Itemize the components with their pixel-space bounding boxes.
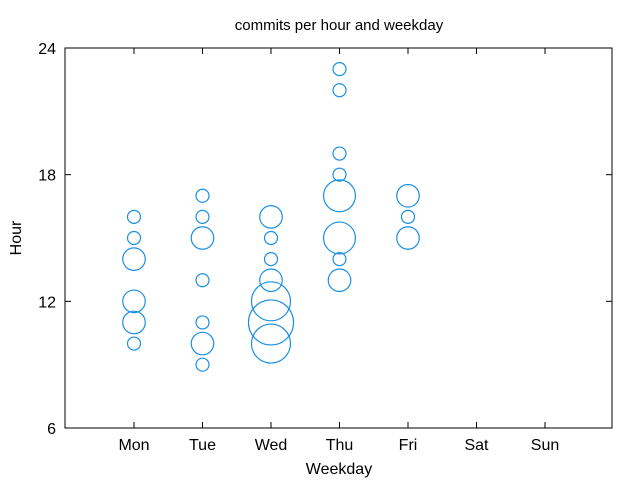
- bubble-point: [122, 289, 146, 314]
- x-tick-label: Thu: [326, 437, 354, 454]
- bubble-point: [259, 268, 283, 293]
- bubble-point: [332, 62, 347, 77]
- x-tick-label: Wed: [255, 437, 288, 454]
- bubble-point: [263, 252, 279, 267]
- bubble-point: [195, 315, 210, 330]
- bubble-point: [126, 230, 142, 246]
- bubble-point: [126, 209, 142, 224]
- x-tick-label: Tue: [189, 437, 216, 454]
- y-axis: 6 12 18 24: [38, 41, 612, 438]
- bubble-point: [122, 310, 146, 335]
- bubble-point: [250, 281, 292, 322]
- bubble-point: [190, 226, 215, 250]
- x-tick-label: Mon: [118, 437, 149, 454]
- bubble-point: [259, 205, 283, 229]
- chart-title: commits per hour and weekday: [235, 17, 444, 34]
- bubble-point: [327, 268, 352, 293]
- bubbles: [122, 62, 420, 372]
- x-axis-label: Weekday: [306, 461, 372, 478]
- bubble-point: [190, 331, 215, 356]
- bubble-point: [195, 188, 210, 203]
- y-tick-label: 12: [38, 294, 56, 311]
- bubble-point: [195, 273, 210, 288]
- bubble-point: [400, 209, 416, 224]
- y-tick-label: 6: [47, 421, 56, 438]
- bubble-point: [332, 146, 347, 161]
- bubble-point: [263, 230, 279, 246]
- x-axis: Mon Tue Wed Thu Fri Sat Sun: [118, 48, 559, 454]
- bubble-point: [322, 179, 357, 213]
- bubble-point: [122, 247, 146, 271]
- y-axis-label: Hour: [8, 220, 25, 255]
- bubble-point: [396, 226, 420, 250]
- bubble-point: [250, 323, 292, 364]
- bubble-point: [322, 221, 357, 255]
- bubble-point: [195, 209, 210, 224]
- bubble-point: [332, 83, 347, 98]
- x-tick-label: Fri: [399, 437, 418, 454]
- x-tick-label: Sat: [464, 437, 489, 454]
- bubble-point: [332, 252, 347, 267]
- bubble-point: [126, 336, 142, 351]
- bubble-point: [332, 167, 347, 182]
- bubble-point: [195, 357, 210, 372]
- bubble-point: [247, 299, 295, 346]
- x-tick-label: Sun: [531, 437, 559, 454]
- y-tick-label: 24: [38, 41, 56, 58]
- bubble-point: [396, 183, 420, 208]
- y-tick-label: 18: [38, 168, 56, 185]
- plot-frame: [64, 47, 613, 429]
